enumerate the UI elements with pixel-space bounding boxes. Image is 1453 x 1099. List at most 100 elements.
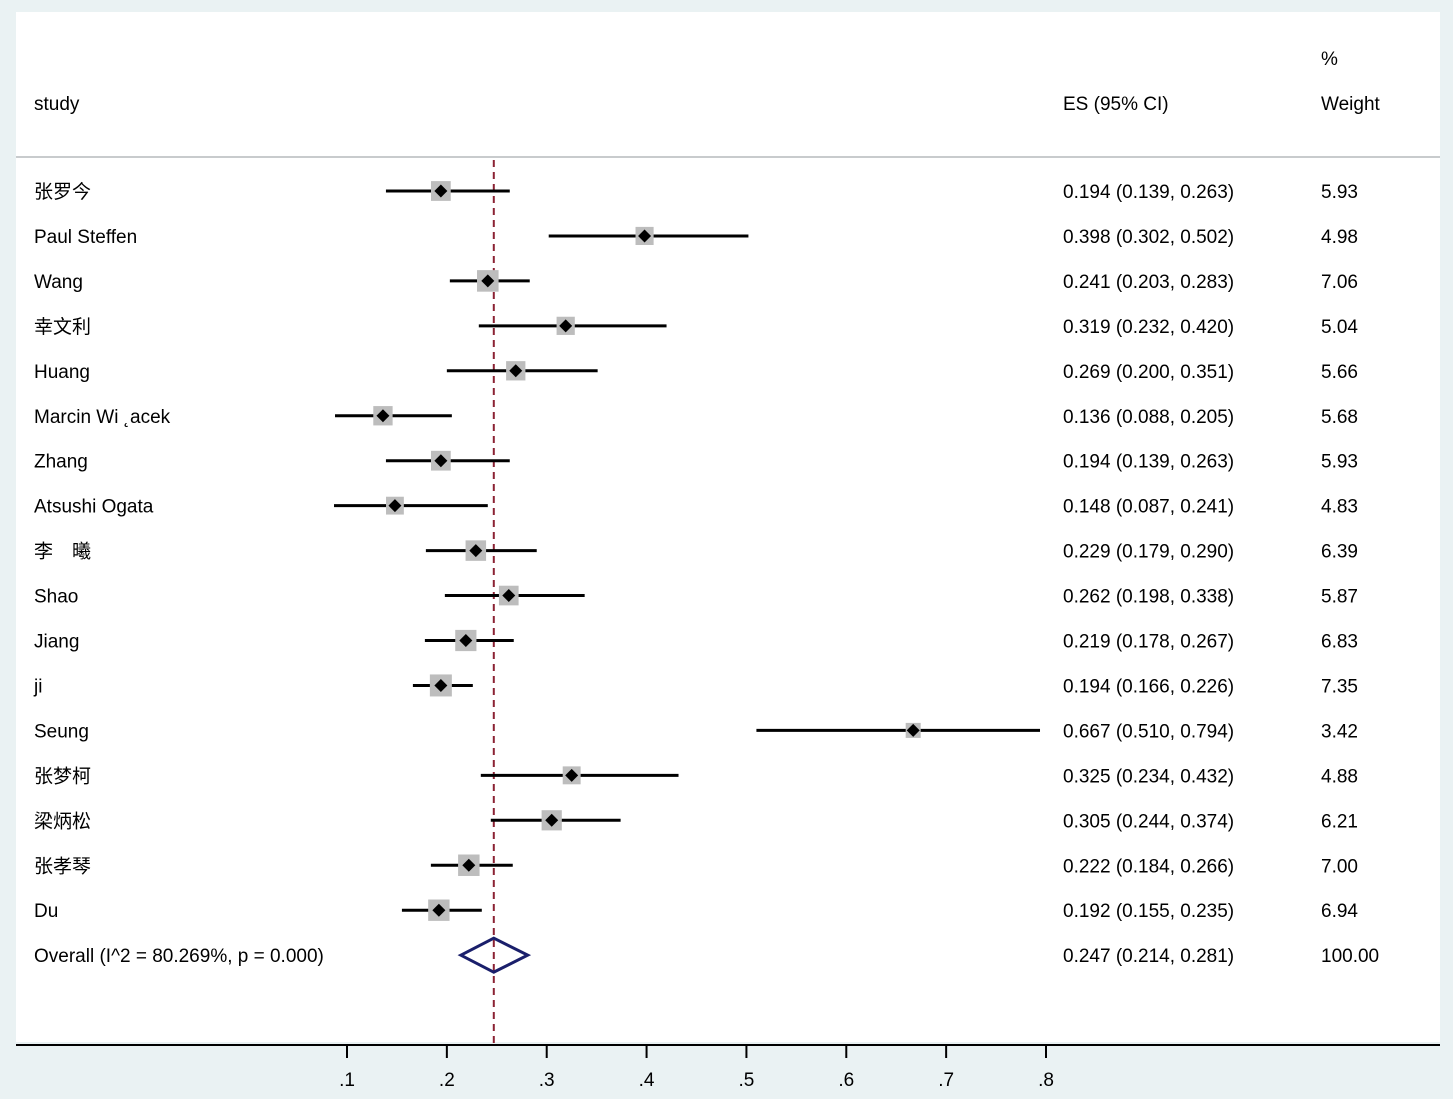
effect-size-point	[906, 723, 920, 737]
effect-size-point	[376, 409, 390, 423]
effect-size-point	[388, 499, 402, 513]
study-row: 李 曦 0.229 (0.179, 0.290) 6.39	[34, 540, 1358, 563]
effect-size-point	[565, 768, 579, 782]
effect-size-point	[481, 274, 495, 288]
es-ci-value: 0.305 (0.244, 0.374)	[1063, 811, 1234, 832]
overall-es-ci: 0.247 (0.214, 0.281)	[1063, 946, 1234, 967]
x-tick-label: .4	[639, 1070, 655, 1091]
es-ci-value: 0.262 (0.198, 0.338)	[1063, 587, 1234, 608]
effect-size-point	[559, 319, 573, 333]
es-ci-value: 0.319 (0.232, 0.420)	[1063, 317, 1234, 338]
study-label: 张孝琴	[34, 855, 91, 877]
study-label: 张梦柯	[34, 765, 91, 787]
es-ci-value: 0.136 (0.088, 0.205)	[1063, 407, 1234, 428]
overall-row: Overall (I^2 = 80.269%, p = 0.000) 0.247 …	[34, 936, 1379, 974]
effect-size-point	[434, 454, 448, 468]
study-row: 梁炳松 0.305 (0.244, 0.374) 6.21	[34, 810, 1358, 832]
effect-size-point	[638, 229, 652, 243]
study-label: Jiang	[34, 632, 79, 653]
es-ci-value: 0.398 (0.302, 0.502)	[1063, 227, 1234, 248]
study-label: Seung	[34, 721, 89, 742]
study-row: 张梦柯 0.325 (0.234, 0.432) 4.88	[34, 765, 1358, 787]
effect-size-point	[434, 678, 448, 692]
weight-value: 4.83	[1321, 497, 1358, 518]
header-weight: Weight	[1321, 94, 1381, 115]
es-ci-value: 0.222 (0.184, 0.266)	[1063, 856, 1234, 877]
overall-weight: 100.00	[1321, 946, 1379, 967]
weight-value: 3.42	[1321, 721, 1358, 742]
weight-value: 6.83	[1321, 632, 1358, 653]
effect-size-point	[469, 544, 483, 558]
es-ci-value: 0.148 (0.087, 0.241)	[1063, 497, 1234, 518]
study-label: 李 曦	[34, 541, 91, 563]
weight-value: 5.68	[1321, 407, 1358, 428]
effect-size-point	[434, 184, 448, 198]
study-row: Paul Steffen 0.398 (0.302, 0.502) 4.98	[34, 226, 1358, 248]
es-ci-value: 0.269 (0.200, 0.351)	[1063, 362, 1234, 383]
overall-label: Overall (I^2 = 80.269%, p = 0.000)	[34, 946, 324, 967]
study-label: Shao	[34, 587, 78, 608]
study-row: Huang 0.269 (0.200, 0.351) 5.66	[34, 361, 1358, 383]
study-label: Paul Steffen	[34, 227, 137, 248]
study-label: Atsushi Ogata	[34, 497, 154, 518]
study-row: ji 0.194 (0.166, 0.226) 7.35	[33, 674, 1358, 697]
es-ci-value: 0.667 (0.510, 0.794)	[1063, 721, 1234, 742]
study-label: 张罗今	[34, 181, 91, 203]
x-axis: .1 .2 .3 .4 .5 .6 .7 .8	[16, 1044, 1440, 1091]
weight-value: 4.98	[1321, 227, 1358, 248]
study-label: Huang	[34, 362, 90, 383]
x-tick-label: .5	[738, 1070, 754, 1091]
header-weight-pct: %	[1321, 49, 1338, 70]
header-es: ES (95% CI)	[1063, 94, 1169, 115]
study-label: 幸文利	[34, 316, 91, 338]
weight-value: 5.93	[1321, 452, 1358, 473]
effect-size-point	[459, 634, 473, 647]
plot-panel	[16, 12, 1440, 1042]
study-row: Shao 0.262 (0.198, 0.338) 5.87	[34, 585, 1358, 608]
header-study: study	[34, 94, 80, 115]
study-label: Zhang	[34, 452, 88, 473]
study-label: Wang	[34, 272, 83, 293]
weight-value: 5.87	[1321, 587, 1358, 608]
es-ci-value: 0.325 (0.234, 0.432)	[1063, 766, 1234, 787]
es-ci-value: 0.192 (0.155, 0.235)	[1063, 901, 1234, 922]
study-rows: 张罗今 0.194 (0.139, 0.263) 5.93 Paul Steffen 0…	[33, 181, 1358, 922]
study-row: Marcin Wi ˛acek 0.136 (0.088, 0.205) 5.68	[34, 406, 1358, 428]
weight-value: 6.39	[1321, 542, 1358, 563]
es-ci-value: 0.194 (0.139, 0.263)	[1063, 182, 1234, 203]
study-row: Zhang 0.194 (0.139, 0.263) 5.93	[34, 450, 1358, 473]
effect-size-point	[502, 589, 516, 603]
effect-size-point	[509, 364, 523, 378]
x-tick-label: .6	[838, 1070, 854, 1091]
weight-value: 4.88	[1321, 766, 1358, 787]
study-row: 张孝琴 0.222 (0.184, 0.266) 7.00	[34, 854, 1358, 877]
x-tick-label: .3	[539, 1070, 555, 1091]
study-row: Du 0.192 (0.155, 0.235) 6.94	[34, 899, 1358, 922]
x-tick-label: .2	[439, 1070, 455, 1091]
weight-value: 7.35	[1321, 676, 1358, 697]
weight-value: 5.04	[1321, 317, 1358, 338]
weight-value: 5.93	[1321, 182, 1358, 203]
study-label: Du	[34, 901, 58, 922]
weight-value: 6.21	[1321, 811, 1358, 832]
study-row: Atsushi Ogata 0.148 (0.087, 0.241) 4.83	[34, 497, 1358, 518]
effect-size-point	[432, 903, 446, 917]
study-label: 梁炳松	[34, 810, 91, 832]
weight-value: 7.00	[1321, 856, 1358, 877]
study-row: 张罗今 0.194 (0.139, 0.263) 5.93	[34, 181, 1358, 203]
study-row: Wang 0.241 (0.203, 0.283) 7.06	[34, 270, 1358, 293]
weight-value: 7.06	[1321, 272, 1358, 293]
es-ci-value: 0.194 (0.166, 0.226)	[1063, 676, 1234, 697]
es-ci-value: 0.219 (0.178, 0.267)	[1063, 632, 1234, 653]
x-tick-label: .8	[1038, 1070, 1054, 1091]
effect-size-point	[545, 813, 559, 827]
overall-diamond	[457, 936, 532, 974]
es-ci-value: 0.229 (0.179, 0.290)	[1063, 542, 1234, 563]
x-tick-label: .1	[339, 1070, 355, 1091]
es-ci-value: 0.241 (0.203, 0.283)	[1063, 272, 1234, 293]
es-ci-value: 0.194 (0.139, 0.263)	[1063, 452, 1234, 473]
x-tick-label: .7	[938, 1070, 954, 1091]
effect-size-point	[462, 858, 476, 872]
study-row: Seung 0.667 (0.510, 0.794) 3.42	[34, 721, 1358, 742]
